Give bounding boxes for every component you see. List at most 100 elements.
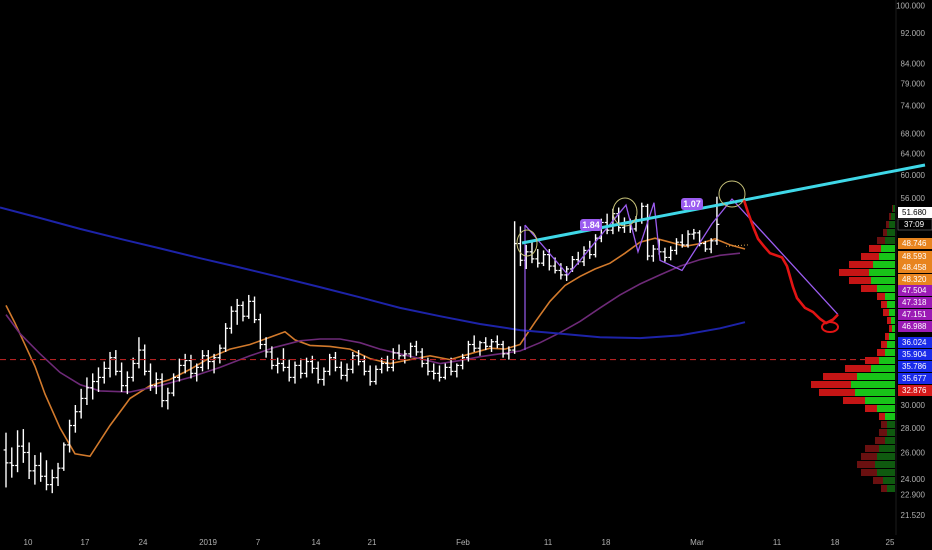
ohlc-bar bbox=[321, 367, 327, 386]
volume-profile-row bbox=[875, 437, 895, 444]
ohlc-bar bbox=[361, 355, 367, 376]
volume-sell-bar bbox=[861, 285, 877, 292]
volume-profile-row bbox=[877, 293, 895, 300]
countdown-text: 37:09 bbox=[904, 220, 925, 229]
volume-profile-row bbox=[861, 453, 895, 460]
volume-buy-bar bbox=[865, 397, 895, 404]
ohlc-bar bbox=[113, 350, 119, 376]
ohlc-bar bbox=[153, 372, 159, 395]
volume-buy-bar bbox=[887, 301, 895, 308]
ohlc-bar bbox=[448, 357, 454, 376]
volume-buy-bar bbox=[871, 365, 895, 372]
volume-sell-bar bbox=[887, 317, 891, 324]
volume-sell-bar bbox=[811, 381, 851, 388]
volume-sell-bar bbox=[877, 293, 885, 300]
ohlc-bar bbox=[466, 340, 471, 362]
ohlc-bar bbox=[344, 363, 350, 382]
ohlc-bars-layer bbox=[3, 196, 720, 494]
time-tick-label: Feb bbox=[456, 538, 470, 547]
price-tag-text: 46.988 bbox=[902, 322, 927, 331]
volume-sell-bar bbox=[869, 245, 881, 252]
volume-profile-row bbox=[881, 301, 895, 308]
volume-buy-bar bbox=[887, 341, 895, 348]
ratio-label-bg bbox=[580, 219, 602, 231]
ohlc-bar bbox=[292, 361, 298, 384]
volume-buy-bar bbox=[891, 213, 895, 220]
ma-slow-line bbox=[0, 206, 746, 340]
countdown-bg bbox=[897, 218, 932, 231]
volume-buy-bar bbox=[879, 445, 895, 452]
ohlc-bar bbox=[338, 361, 344, 380]
volume-sell-bar bbox=[839, 269, 869, 276]
ohlc-bar bbox=[333, 351, 338, 372]
ohlc-bar bbox=[702, 240, 708, 252]
volume-profile-row bbox=[877, 349, 895, 356]
ohlc-bar bbox=[593, 234, 598, 258]
ratio-label: 1.84 bbox=[580, 219, 602, 231]
ohlc-bar bbox=[38, 452, 44, 482]
volume-sell-bar bbox=[861, 469, 877, 476]
volume-profile-row bbox=[889, 325, 895, 332]
ohlc-bar bbox=[182, 353, 188, 374]
touch-circle bbox=[516, 229, 538, 257]
volume-profile-row bbox=[819, 389, 895, 396]
volume-profile-row bbox=[889, 213, 895, 220]
price-tag-bg bbox=[898, 349, 932, 360]
ohlc-bar bbox=[622, 217, 627, 233]
volume-buy-bar bbox=[879, 357, 895, 364]
ohlc-bar bbox=[298, 358, 304, 379]
price-tick-label: 24.000 bbox=[901, 475, 926, 484]
volume-buy-bar bbox=[889, 221, 895, 228]
volume-sell-bar bbox=[883, 309, 889, 316]
ohlc-bar bbox=[385, 355, 390, 372]
ohlc-bar bbox=[708, 238, 714, 254]
price-tick-label: 22.900 bbox=[901, 491, 926, 500]
ohlc-bar bbox=[535, 249, 541, 268]
volume-sell-bar bbox=[881, 485, 887, 492]
ohlc-bar bbox=[315, 361, 321, 384]
ohlc-bar bbox=[67, 419, 72, 453]
ohlc-bar bbox=[413, 340, 419, 356]
ohlc-bar bbox=[645, 203, 650, 261]
volume-buy-bar bbox=[891, 317, 895, 324]
ohlc-bar bbox=[148, 363, 153, 391]
price-tag-bg bbox=[898, 321, 932, 332]
ohlc-bar bbox=[367, 365, 373, 386]
volume-sell-bar bbox=[873, 477, 883, 484]
volume-sell-bar bbox=[823, 373, 857, 380]
volume-profile-row bbox=[849, 277, 895, 284]
ohlc-bar bbox=[32, 455, 38, 485]
volume-buy-bar bbox=[851, 381, 895, 388]
price-tick-label: 64.000 bbox=[901, 150, 926, 159]
volume-sell-bar bbox=[849, 261, 873, 268]
volume-sell-bar bbox=[875, 437, 885, 444]
time-tick-label: 25 bbox=[886, 538, 895, 547]
price-tag: 32.876 bbox=[898, 385, 932, 396]
price-tag-bg bbox=[898, 309, 932, 320]
price-tag-bg bbox=[898, 285, 932, 296]
volume-sell-bar bbox=[857, 461, 875, 468]
volume-profile-row bbox=[845, 365, 895, 372]
ohlc-bar bbox=[356, 350, 361, 366]
price-tag-text: 47.151 bbox=[902, 310, 927, 319]
volume-profile-row bbox=[865, 445, 895, 452]
volume-sell-bar bbox=[889, 325, 892, 332]
ohlc-bar bbox=[205, 350, 211, 370]
ohlc-bar bbox=[408, 342, 413, 358]
ohlc-bar bbox=[350, 351, 356, 374]
ohlc-bar bbox=[217, 344, 223, 364]
price-tag: 48.320 bbox=[898, 274, 932, 285]
ohlc-bar bbox=[159, 373, 165, 408]
volume-buy-bar bbox=[877, 285, 895, 292]
price-tick-label: 56.000 bbox=[901, 194, 926, 203]
volume-profile-row bbox=[883, 309, 895, 316]
ohlc-bar bbox=[84, 377, 90, 405]
time-tick-label: 10 bbox=[24, 538, 33, 547]
volume-sell-bar bbox=[845, 365, 871, 372]
volume-buy-bar bbox=[887, 229, 895, 236]
ohlc-bar bbox=[402, 350, 408, 364]
volume-profile-row bbox=[869, 245, 895, 252]
ohlc-bar bbox=[685, 230, 691, 248]
volume-sell-bar bbox=[881, 341, 887, 348]
ohlc-bar bbox=[188, 354, 194, 379]
